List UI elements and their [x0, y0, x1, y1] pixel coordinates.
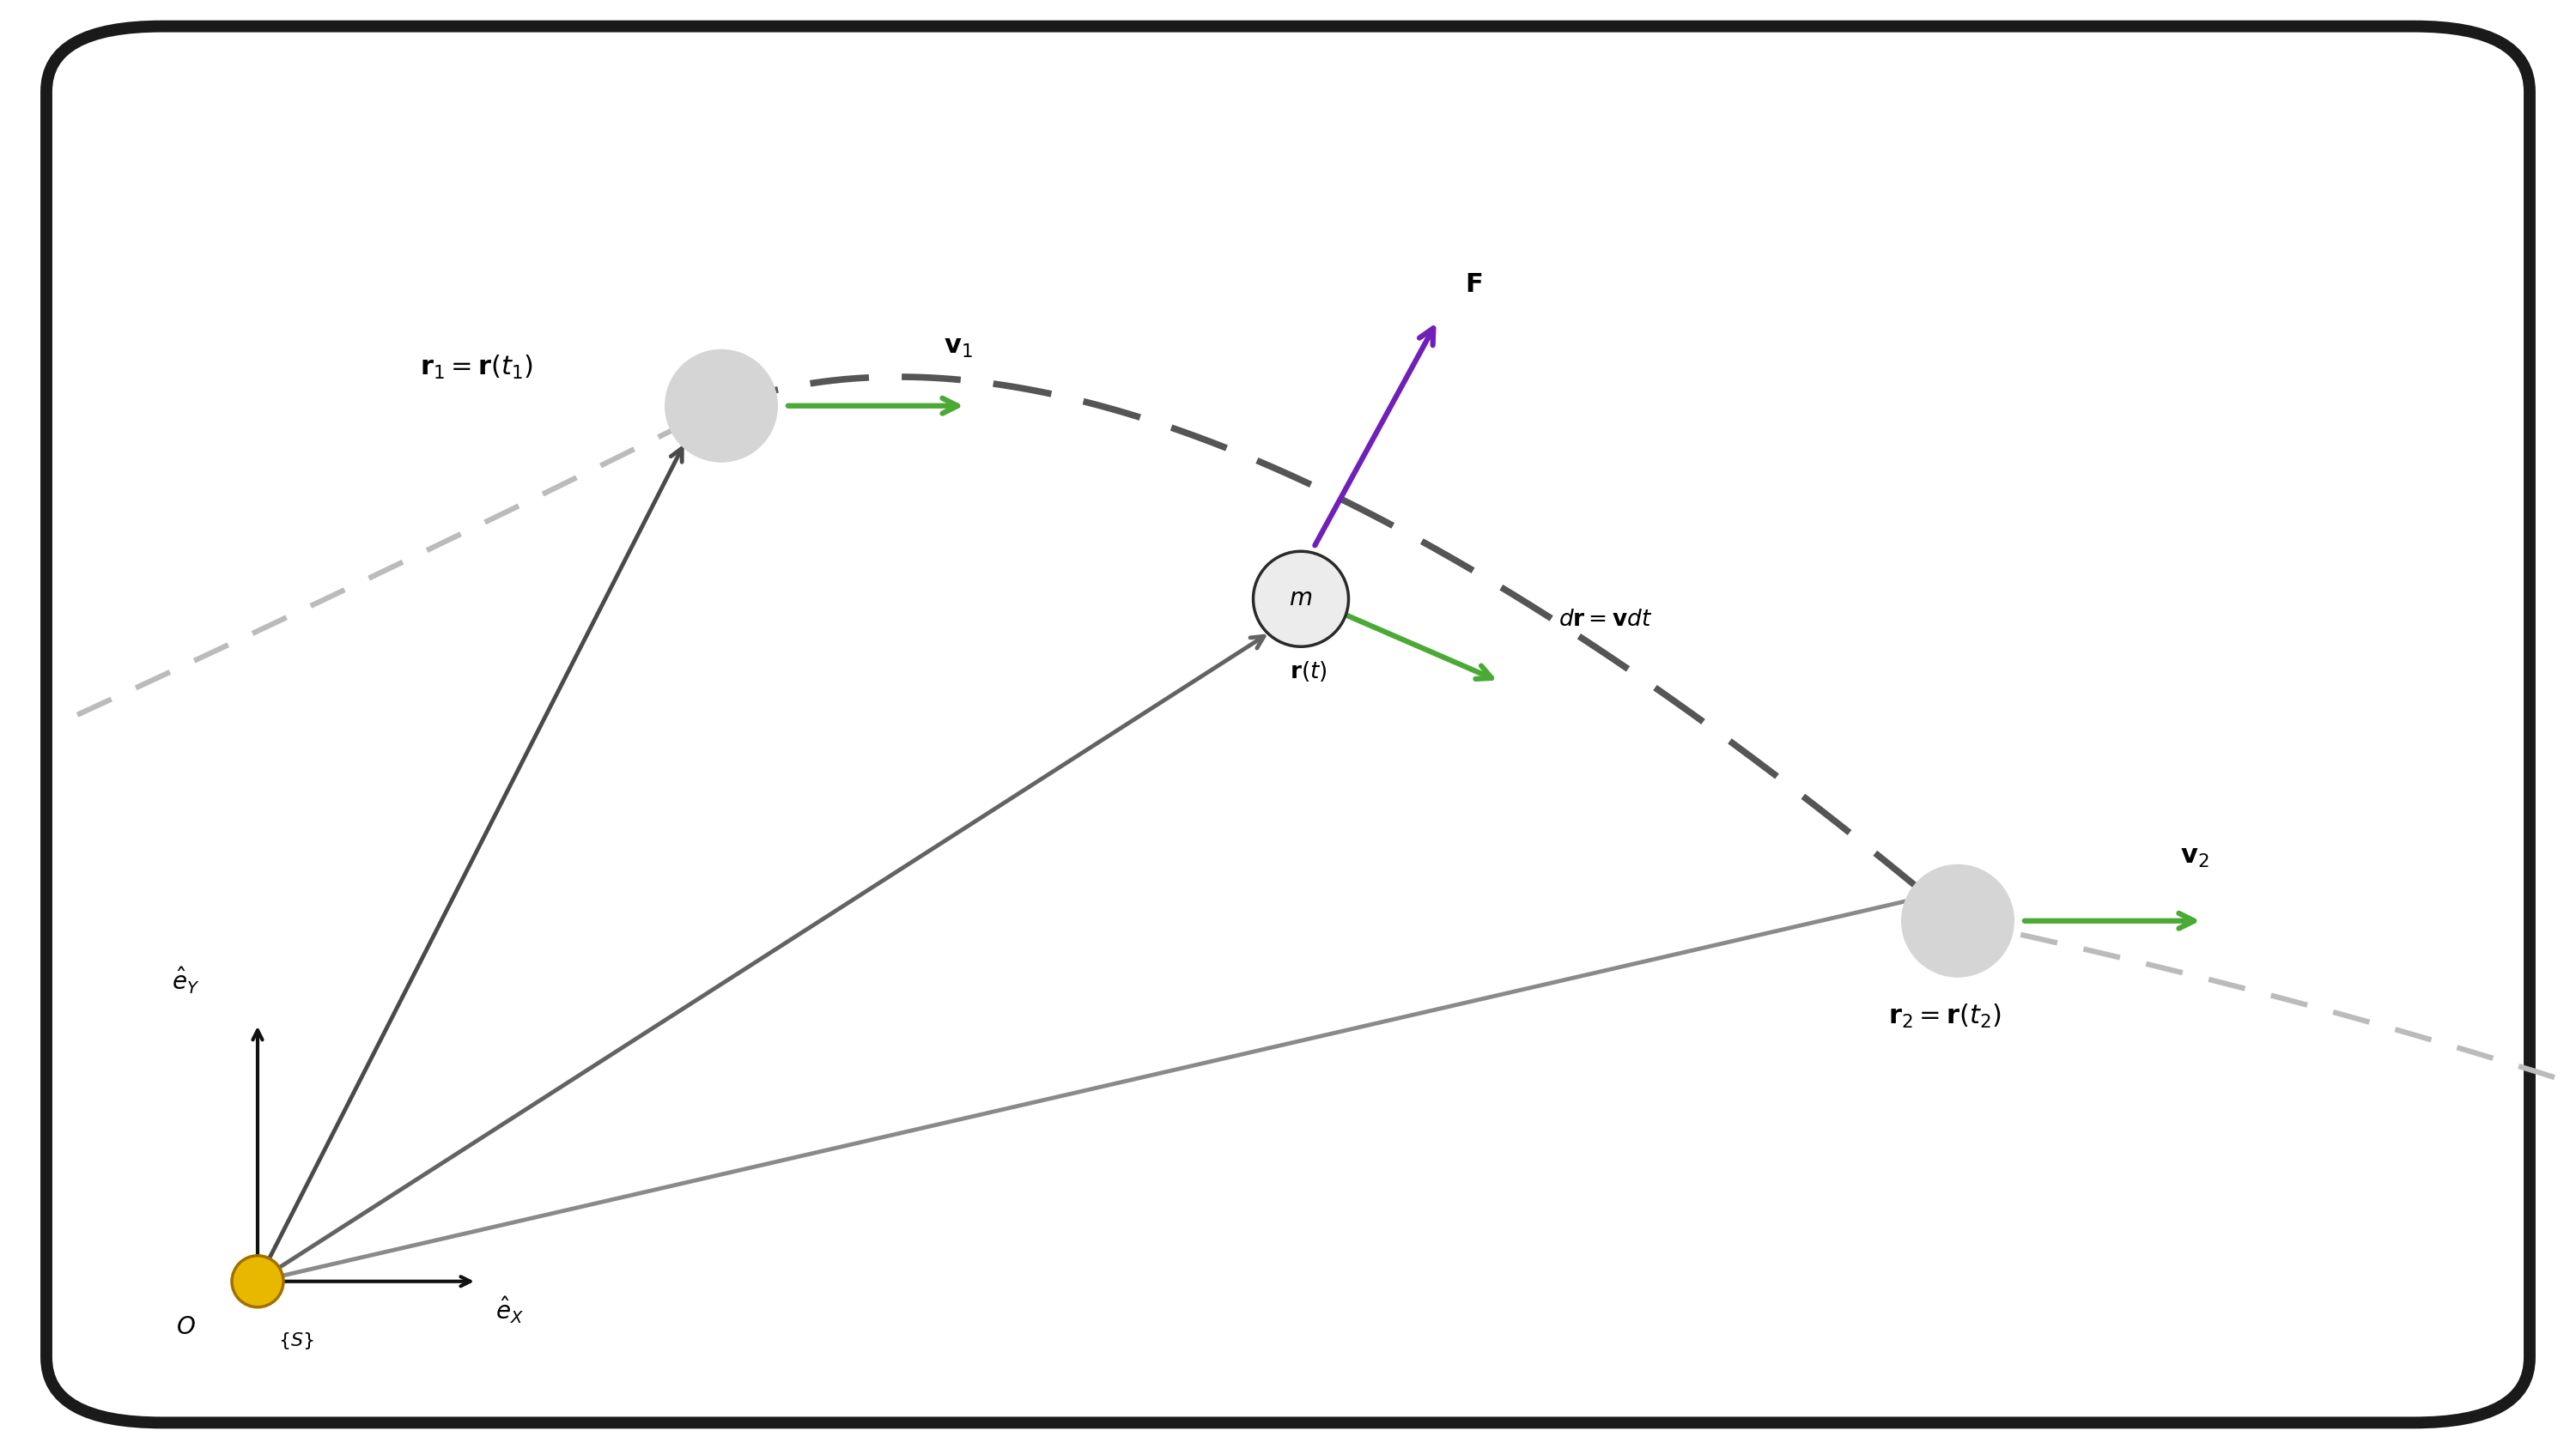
- Text: $\mathbf{r}_2 = \mathbf{r}(t_2)$: $\mathbf{r}_2 = \mathbf{r}(t_2)$: [1888, 1003, 2002, 1030]
- Text: $d\mathbf{r} = \mathbf{v}dt$: $d\mathbf{r} = \mathbf{v}dt$: [1558, 609, 1651, 630]
- Circle shape: [232, 1256, 283, 1307]
- Circle shape: [665, 349, 778, 462]
- Circle shape: [1252, 551, 1350, 646]
- Text: $\mathbf{r}_1 = \mathbf{r}(t_1)$: $\mathbf{r}_1 = \mathbf{r}(t_1)$: [420, 354, 533, 381]
- Text: $\mathbf{r}(t)$: $\mathbf{r}(t)$: [1291, 659, 1327, 682]
- Text: $\hat{e}_X$: $\hat{e}_X$: [495, 1294, 526, 1324]
- Text: $m$: $m$: [1288, 587, 1314, 610]
- Text: $\mathbf{v}_1$: $\mathbf{v}_1$: [943, 333, 974, 359]
- Text: $O$: $O$: [175, 1316, 196, 1339]
- Text: $\hat{e}_Y$: $\hat{e}_Y$: [173, 965, 198, 995]
- Text: $\mathbf{v}_2$: $\mathbf{v}_2$: [2179, 843, 2210, 869]
- Text: $\mathbf{F}$: $\mathbf{F}$: [1466, 271, 1481, 298]
- FancyBboxPatch shape: [46, 26, 2530, 1423]
- Circle shape: [1901, 864, 2014, 978]
- Text: $\{S\}$: $\{S\}$: [278, 1330, 314, 1350]
